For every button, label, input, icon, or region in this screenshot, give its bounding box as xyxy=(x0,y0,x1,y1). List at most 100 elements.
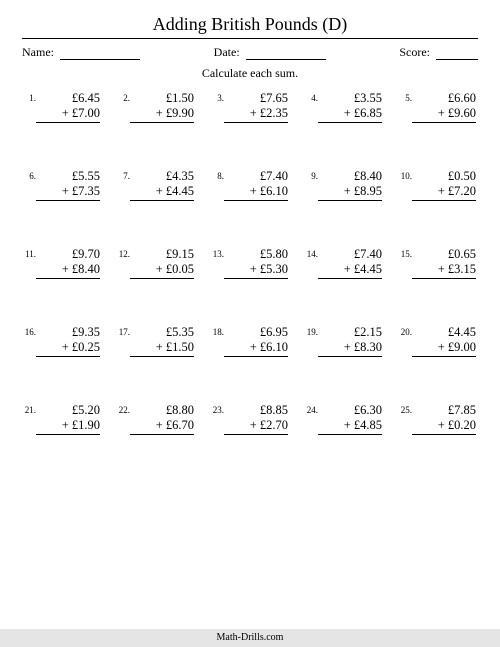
addend-bottom: + £2.35 xyxy=(224,106,288,123)
addend-top: £7.65 xyxy=(224,91,288,106)
date-line[interactable] xyxy=(246,47,326,60)
addend-bottom: + £5.30 xyxy=(224,262,288,279)
problem-stack: £6.30+ £4.85 xyxy=(318,403,384,435)
score-line[interactable] xyxy=(436,47,478,60)
addend-bottom: + £6.70 xyxy=(130,418,194,435)
problem-number: 23. xyxy=(210,403,224,415)
problem-number: 2. xyxy=(116,91,130,103)
problem-number: 5. xyxy=(398,91,412,103)
addend-top: £9.15 xyxy=(130,247,194,262)
name-line[interactable] xyxy=(60,47,140,60)
problem-stack: £2.15+ £8.30 xyxy=(318,325,384,357)
addend-top: £6.60 xyxy=(412,91,476,106)
problem-stack: £7.40+ £6.10 xyxy=(224,169,290,201)
problem: 21.£5.20+ £1.90 xyxy=(22,403,102,435)
addend-bottom: + £0.05 xyxy=(130,262,194,279)
problem: 19.£2.15+ £8.30 xyxy=(304,325,384,357)
problem-number: 15. xyxy=(398,247,412,259)
problem-stack: £7.85+ £0.20 xyxy=(412,403,478,435)
problem: 16.£9.35+ £0.25 xyxy=(22,325,102,357)
instruction-text: Calculate each sum. xyxy=(22,66,478,81)
problem-stack: £8.40+ £8.95 xyxy=(318,169,384,201)
problem-stack: £5.35+ £1.50 xyxy=(130,325,196,357)
addend-top: £7.40 xyxy=(224,169,288,184)
problem: 11.£9.70+ £8.40 xyxy=(22,247,102,279)
addend-bottom: + £9.00 xyxy=(412,340,476,357)
problem: 12.£9.15+ £0.05 xyxy=(116,247,196,279)
addend-top: £6.95 xyxy=(224,325,288,340)
addend-top: £1.50 xyxy=(130,91,194,106)
problem-number: 20. xyxy=(398,325,412,337)
problem-number: 18. xyxy=(210,325,224,337)
worksheet-page: Adding British Pounds (D) Name: Date: Sc… xyxy=(0,0,500,435)
problem: 2.£1.50+ £9.90 xyxy=(116,91,196,123)
problem: 1.£6.45+ £7.00 xyxy=(22,91,102,123)
problem: 23.£8.85+ £2.70 xyxy=(210,403,290,435)
footer-text: Math-Drills.com xyxy=(217,632,284,643)
addend-bottom: + £8.95 xyxy=(318,184,382,201)
addend-bottom: + £0.25 xyxy=(36,340,100,357)
addend-bottom: + £9.90 xyxy=(130,106,194,123)
problem: 20.£4.45+ £9.00 xyxy=(398,325,478,357)
problem-number: 21. xyxy=(22,403,36,415)
problem: 22.£8.80+ £6.70 xyxy=(116,403,196,435)
addend-top: £0.50 xyxy=(412,169,476,184)
problem: 8.£7.40+ £6.10 xyxy=(210,169,290,201)
problem-stack: £5.55+ £7.35 xyxy=(36,169,102,201)
addend-bottom: + £7.20 xyxy=(412,184,476,201)
addend-top: £8.85 xyxy=(224,403,288,418)
addend-bottom: + £1.50 xyxy=(130,340,194,357)
problem-number: 19. xyxy=(304,325,318,337)
problem: 17.£5.35+ £1.50 xyxy=(116,325,196,357)
problem: 4.£3.55+ £6.85 xyxy=(304,91,384,123)
header-row: Name: Date: Score: xyxy=(22,45,478,60)
problem-number: 11. xyxy=(22,247,36,259)
addend-bottom: + £1.90 xyxy=(36,418,100,435)
addend-bottom: + £6.10 xyxy=(224,340,288,357)
problem-stack: £1.50+ £9.90 xyxy=(130,91,196,123)
problem-stack: £7.40+ £4.45 xyxy=(318,247,384,279)
problem-stack: £9.15+ £0.05 xyxy=(130,247,196,279)
addend-top: £9.35 xyxy=(36,325,100,340)
problem: 24.£6.30+ £4.85 xyxy=(304,403,384,435)
addend-top: £5.20 xyxy=(36,403,100,418)
addend-bottom: + £4.85 xyxy=(318,418,382,435)
problem: 9.£8.40+ £8.95 xyxy=(304,169,384,201)
problem: 13.£5.80+ £5.30 xyxy=(210,247,290,279)
problem-stack: £4.35+ £4.45 xyxy=(130,169,196,201)
addend-bottom: + £2.70 xyxy=(224,418,288,435)
problem: 15.£0.65+ £3.15 xyxy=(398,247,478,279)
problem-stack: £8.85+ £2.70 xyxy=(224,403,290,435)
problems-grid: 1.£6.45+ £7.00 2.£1.50+ £9.90 3.£7.65+ £2.… xyxy=(22,91,478,435)
problem-stack: £0.65+ £3.15 xyxy=(412,247,478,279)
problem-number: 14. xyxy=(304,247,318,259)
addend-top: £4.35 xyxy=(130,169,194,184)
addend-top: £4.45 xyxy=(412,325,476,340)
addend-bottom: + £0.20 xyxy=(412,418,476,435)
addend-top: £9.70 xyxy=(36,247,100,262)
problem-number: 8. xyxy=(210,169,224,181)
addend-top: £5.80 xyxy=(224,247,288,262)
problem-number: 1. xyxy=(22,91,36,103)
addend-top: £6.30 xyxy=(318,403,382,418)
addend-top: £7.85 xyxy=(412,403,476,418)
problem-number: 9. xyxy=(304,169,318,181)
addend-bottom: + £3.15 xyxy=(412,262,476,279)
problem-number: 12. xyxy=(116,247,130,259)
addend-bottom: + £9.60 xyxy=(412,106,476,123)
problem-number: 25. xyxy=(398,403,412,415)
problem-number: 7. xyxy=(116,169,130,181)
problem-stack: £6.45+ £7.00 xyxy=(36,91,102,123)
score-label: Score: xyxy=(399,45,430,60)
page-title: Adding British Pounds (D) xyxy=(22,14,478,35)
problem-number: 10. xyxy=(398,169,412,181)
problem: 7.£4.35+ £4.45 xyxy=(116,169,196,201)
problem-stack: £7.65+ £2.35 xyxy=(224,91,290,123)
problem: 3.£7.65+ £2.35 xyxy=(210,91,290,123)
addend-top: £5.55 xyxy=(36,169,100,184)
title-rule xyxy=(22,38,478,39)
problem-stack: £6.60+ £9.60 xyxy=(412,91,478,123)
addend-bottom: + £7.35 xyxy=(36,184,100,201)
problem: 25.£7.85+ £0.20 xyxy=(398,403,478,435)
problem-stack: £8.80+ £6.70 xyxy=(130,403,196,435)
